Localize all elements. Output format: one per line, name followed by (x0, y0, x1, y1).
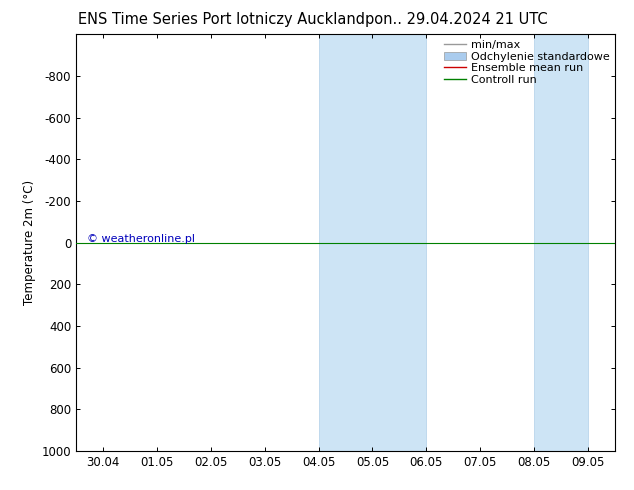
Bar (319, 34, 426, 451)
Text: © weatheronline.pl: © weatheronline.pl (87, 234, 195, 244)
Legend: min/max, Odchylenie standardowe, Ensemble mean run, Controll run: min/max, Odchylenie standardowe, Ensembl… (442, 38, 612, 87)
Y-axis label: Temperature 2m (°C): Temperature 2m (°C) (23, 180, 36, 305)
Bar (534, 34, 588, 451)
Text: ENS Time Series Port lotniczy Auckland: ENS Time Series Port lotniczy Auckland (79, 12, 365, 27)
Text: pon.. 29.04.2024 21 UTC: pon.. 29.04.2024 21 UTC (365, 12, 548, 27)
